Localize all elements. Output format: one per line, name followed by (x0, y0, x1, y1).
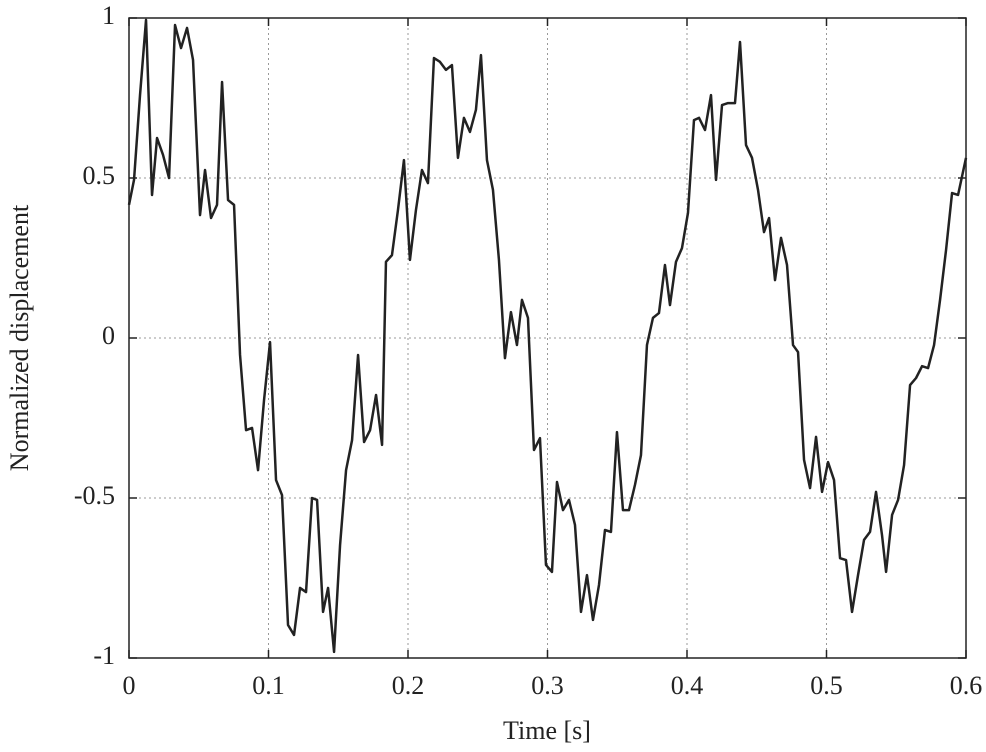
y-axis-label: Normalized displacement (5, 204, 34, 471)
y-tick-label: 0 (102, 321, 115, 350)
y-tick-label: 0.5 (83, 161, 116, 190)
x-tick-label: 0.4 (671, 671, 704, 700)
x-tick-label: 0.1 (252, 671, 285, 700)
y-tick-label: 1 (102, 1, 115, 30)
x-tick-label: 0.6 (950, 671, 983, 700)
data-line (127, 18, 968, 654)
x-tick-label: 0.3 (531, 671, 564, 700)
x-tick-label: 0.5 (810, 671, 843, 700)
y-tick-label: -1 (93, 641, 115, 670)
plot-frame (128, 17, 967, 659)
x-tick-label: 0 (123, 671, 136, 700)
y-tick-label: -0.5 (74, 481, 115, 510)
x-tick-label: 0.2 (392, 671, 425, 700)
x-axis-label: Time [s] (503, 716, 591, 745)
